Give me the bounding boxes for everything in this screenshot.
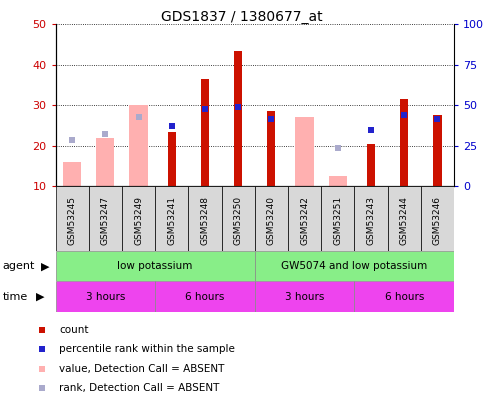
Text: GSM53241: GSM53241: [167, 196, 176, 245]
Text: 6 hours: 6 hours: [185, 292, 225, 302]
Bar: [400, 99, 408, 186]
Bar: [56, 186, 89, 251]
Bar: [328, 176, 347, 186]
Text: GSM53250: GSM53250: [234, 196, 242, 245]
Bar: [155, 186, 188, 251]
Bar: [89, 186, 122, 251]
Bar: [96, 138, 114, 186]
Bar: [421, 186, 454, 251]
Text: 3 hours: 3 hours: [85, 292, 125, 302]
Bar: [129, 105, 148, 186]
Text: GSM53246: GSM53246: [433, 196, 442, 245]
Bar: [355, 186, 387, 251]
Text: GSM53242: GSM53242: [300, 196, 309, 245]
Text: GSM53247: GSM53247: [101, 196, 110, 245]
Text: 6 hours: 6 hours: [384, 292, 424, 302]
Text: time: time: [2, 292, 28, 302]
Text: GSM53244: GSM53244: [400, 196, 409, 245]
Text: value, Detection Call = ABSENT: value, Detection Call = ABSENT: [59, 364, 225, 374]
Bar: [168, 132, 176, 186]
Bar: [355, 281, 454, 312]
Bar: [63, 162, 81, 186]
Bar: [122, 186, 155, 251]
Text: GSM53245: GSM53245: [68, 196, 77, 245]
Bar: [56, 281, 155, 312]
Bar: [201, 79, 209, 186]
Text: GW5074 and low potassium: GW5074 and low potassium: [281, 261, 427, 271]
Bar: [387, 186, 421, 251]
Text: GSM53240: GSM53240: [267, 196, 276, 245]
Bar: [222, 186, 255, 251]
Bar: [255, 186, 288, 251]
Bar: [188, 186, 222, 251]
Text: GSM53251: GSM53251: [333, 196, 342, 245]
Bar: [321, 186, 355, 251]
Text: GSM53243: GSM53243: [367, 196, 375, 245]
Bar: [296, 117, 314, 186]
Text: agent: agent: [2, 261, 35, 271]
Bar: [267, 111, 275, 186]
Text: ▶: ▶: [41, 261, 50, 271]
Text: low potassium: low potassium: [117, 261, 193, 271]
Text: GSM53249: GSM53249: [134, 196, 143, 245]
Bar: [288, 186, 321, 251]
Bar: [255, 281, 355, 312]
Text: GSM53248: GSM53248: [200, 196, 210, 245]
Bar: [155, 281, 255, 312]
Bar: [255, 251, 454, 281]
Text: 3 hours: 3 hours: [285, 292, 324, 302]
Bar: [234, 51, 242, 186]
Text: percentile rank within the sample: percentile rank within the sample: [59, 344, 235, 354]
Bar: [56, 251, 255, 281]
Text: count: count: [59, 325, 89, 335]
Bar: [367, 144, 375, 186]
Text: GDS1837 / 1380677_at: GDS1837 / 1380677_at: [161, 10, 322, 24]
Text: ▶: ▶: [36, 292, 45, 302]
Text: rank, Detection Call = ABSENT: rank, Detection Call = ABSENT: [59, 384, 220, 394]
Bar: [433, 115, 441, 186]
